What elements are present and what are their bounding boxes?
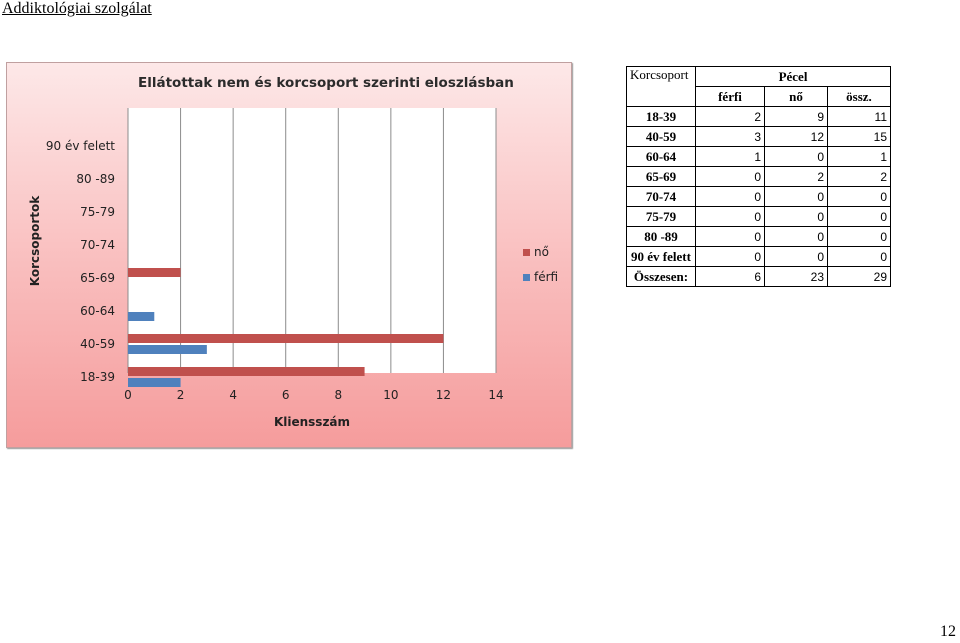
legend: nő férfi [523,245,558,284]
x-tick-label: 4 [229,388,237,402]
table-corner-cell: Korcsoport [626,66,696,107]
bar-chart: 18-39 40-59 60-64 65-69 70-74 75-79 80 -89 90 é… [28,108,558,429]
y-tick-labels: 18-39 40-59 60-64 65-69 70-74 75-79 80 -89 90 é… [46,139,115,384]
y-axis-label: Korcsoportok [28,195,42,286]
table-cell: 0 [764,226,828,247]
x-tick-label: 0 [124,388,132,402]
bar-ferfi-40-59 [128,345,207,354]
y-tick-label: 60-64 [80,304,115,318]
table-cell: 0 [827,246,891,267]
table-cell: 0 [695,166,765,187]
table-row: 40-59 3 12 15 [626,126,891,147]
legend-label: férfi [534,270,558,284]
table-cell: 15 [827,126,891,147]
row-label: 40-59 [626,126,696,147]
table-cell: 0 [695,186,765,207]
table-cell: 12 [764,126,828,147]
y-tick-label: 18-39 [80,370,115,384]
table-cell: 0 [764,186,828,207]
table-cell: 0 [695,246,765,267]
table-total-row: Összesen: 6 23 29 [626,266,891,287]
table-cell: 2 [827,166,891,187]
x-tick-label: 8 [334,388,342,402]
table-cell: 9 [764,106,828,127]
row-label: 65-69 [626,166,696,187]
x-tick-label: 14 [488,388,503,402]
table-cell: 0 [695,226,765,247]
y-tick-label: 75-79 [80,205,115,219]
table-cell: 0 [764,206,828,227]
table-cell: 3 [695,126,765,147]
y-tick-label: 40-59 [80,337,115,351]
table-row: 60-64 1 0 1 [626,146,891,167]
table-cell: 0 [695,206,765,227]
row-label: 90 év felett [626,246,696,267]
document-header: Addiktológiai szolgálat [2,0,152,17]
gridlines [127,108,497,373]
y-tick-label: 70-74 [80,238,115,252]
chart-area: Ellátottak nem és korcsoport szerinti el… [6,62,572,448]
bar-no-40-59 [128,334,444,343]
bars [128,268,444,387]
table-header-row: Korcsoport Pécel [626,66,891,107]
col-header-ossz: össz. [827,86,891,107]
x-tick-label: 2 [177,388,185,402]
table-cell: 0 [827,206,891,227]
bar-no-18-39 [128,367,365,376]
table-cell: 0 [764,146,828,167]
x-tick-labels: 0 2 4 6 8 10 12 14 [124,388,503,402]
legend-swatch [523,274,530,281]
row-label: 60-64 [626,146,696,167]
table-cell: 23 [764,266,828,287]
legend-swatch [523,249,530,256]
x-tick-label: 12 [436,388,451,402]
plot-area [128,108,496,373]
table-row: 70-74 0 0 0 [626,186,891,207]
bar-no-65-69 [128,268,181,277]
row-label: 80 -89 [626,226,696,247]
table-cell: 6 [695,266,765,287]
table-cell: 2 [764,166,828,187]
table-location-header: Pécel [695,66,891,87]
data-table: Korcsoport Pécel férfi nő össz. 18-39 2 9 1… [626,66,891,287]
legend-label: nő [534,245,549,259]
x-axis-label: Kliensszám [274,415,350,429]
bar-ferfi-18-39 [128,378,181,387]
table-row: 80 -89 0 0 0 [626,226,891,247]
table-cell: 0 [827,186,891,207]
table-row: 65-69 0 2 2 [626,166,891,187]
x-tick-label: 6 [282,388,290,402]
table-cell: 11 [827,106,891,127]
table-row: 18-39 2 9 11 [626,106,891,127]
table-row: 90 év felett 0 0 0 [626,246,891,267]
row-label: 70-74 [626,186,696,207]
y-tick-label: 90 év felett [46,139,115,153]
table-cell: 0 [764,246,828,267]
y-tick-label: 65-69 [80,271,115,285]
row-label: 18-39 [626,106,696,127]
chart-title: Ellátottak nem és korcsoport szerinti el… [138,75,514,91]
row-label: 75-79 [626,206,696,227]
table-cell: 1 [695,146,765,167]
table-row: 75-79 0 0 0 [626,206,891,227]
table-cell: 0 [827,226,891,247]
table-cell: 29 [827,266,891,287]
y-tick-label: 80 -89 [76,172,115,186]
table-cell: 1 [827,146,891,167]
bar-ferfi-60-64 [128,312,155,321]
table-cell: 2 [695,106,765,127]
total-label: Összesen: [626,266,696,287]
col-header-ferfi: férfi [695,86,765,107]
col-header-no: nő [764,86,828,107]
page-number: 12 [940,623,956,640]
x-tick-label: 10 [383,388,398,402]
